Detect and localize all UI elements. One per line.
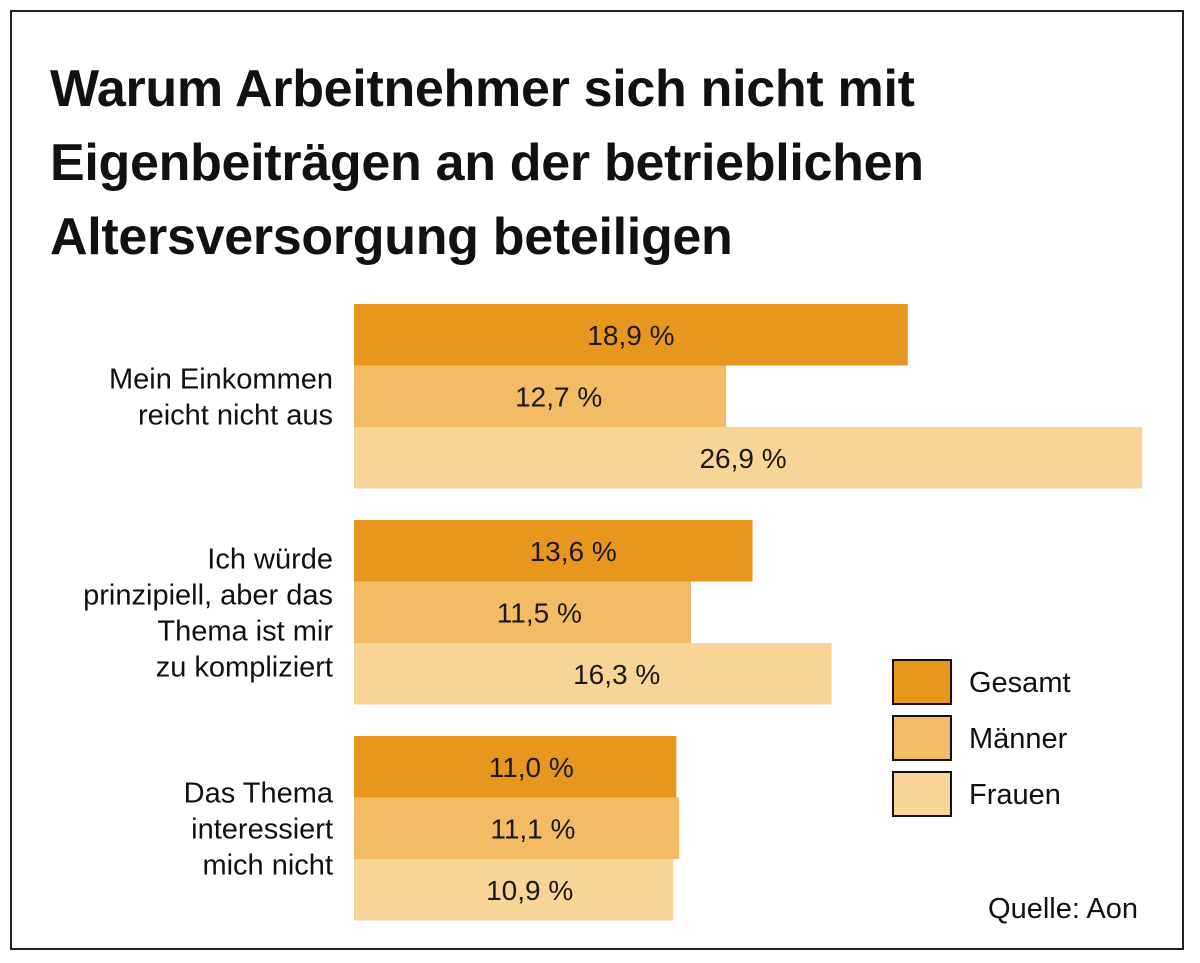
bar-value-label: 11,0 % bbox=[489, 752, 574, 783]
bar-männer bbox=[354, 581, 691, 643]
source-note: Quelle: Aon bbox=[988, 893, 1138, 925]
legend-swatch-frauen bbox=[892, 771, 952, 817]
legend-swatch-männer bbox=[892, 715, 952, 761]
legend-label: Männer bbox=[969, 723, 1068, 755]
bar-value-label: 11,5 % bbox=[497, 597, 582, 628]
category-label-line: zu kompliziert bbox=[156, 651, 333, 683]
category-label: Das Thema interessiert mich nicht bbox=[184, 777, 334, 881]
bar-value-label: 10,9 % bbox=[486, 875, 573, 906]
category-label-line: Thema ist mir bbox=[157, 615, 333, 647]
bar-gesamt bbox=[354, 520, 753, 582]
bar-männer bbox=[354, 365, 727, 427]
category-label-line: Ich würde bbox=[207, 543, 333, 575]
category-label: Mein Einkommen reicht nicht aus bbox=[109, 363, 333, 431]
category-label-line: interessiert bbox=[191, 813, 333, 845]
bar-männer bbox=[354, 797, 680, 859]
bar-frauen bbox=[354, 427, 1143, 489]
bar-frauen bbox=[354, 859, 674, 921]
category-label: Ich würde prinzipiell, aber das Thema ist … bbox=[83, 543, 333, 683]
chart-title: Warum Arbeitnehmer sich nicht mit Eigenb… bbox=[50, 60, 924, 266]
bar-gesamt bbox=[354, 736, 677, 798]
bar-frauen bbox=[354, 643, 832, 705]
bar-value-label: 16,3 % bbox=[573, 659, 660, 690]
bar-value-label: 11,1 % bbox=[490, 813, 575, 844]
category-label-line: Das Thema bbox=[184, 777, 334, 809]
bar-gesamt bbox=[354, 304, 908, 366]
bar-value-label: 13,6 % bbox=[530, 536, 617, 567]
legend-label: Frauen bbox=[969, 779, 1061, 811]
category-label-line: mich nicht bbox=[202, 849, 333, 881]
category-label-line: Mein Einkommen bbox=[109, 363, 333, 395]
bar-value-label: 12,7 % bbox=[515, 381, 602, 412]
category-label-line: prinzipiell, aber das bbox=[83, 579, 333, 611]
bar-value-label: 18,9 % bbox=[587, 320, 674, 351]
legend-swatch-gesamt bbox=[892, 659, 952, 705]
category-label-line: reicht nicht aus bbox=[138, 399, 333, 431]
legend-label: Gesamt bbox=[969, 667, 1071, 699]
bar-value-label: 26,9 % bbox=[699, 443, 786, 474]
